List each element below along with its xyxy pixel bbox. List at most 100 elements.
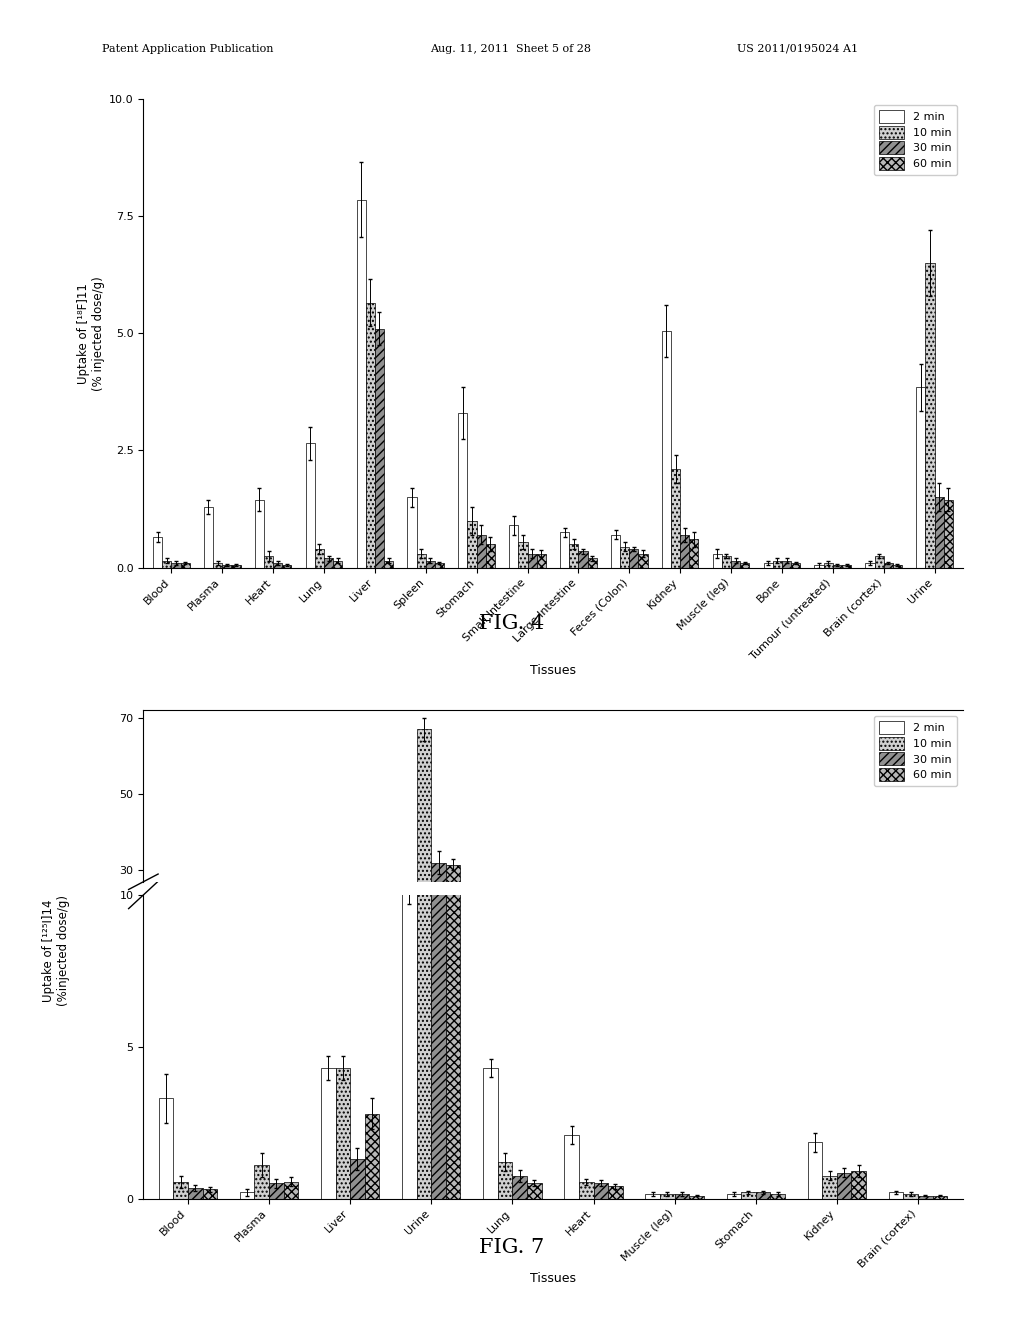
Bar (255, 981, 269, 985)
Bar (933, 1196, 947, 1199)
Text: Aug. 11, 2011  Sheet 5 of 28: Aug. 11, 2011 Sheet 5 of 28 (430, 44, 591, 54)
Bar (459, 413, 468, 568)
Bar (579, 552, 588, 568)
Bar (204, 507, 213, 568)
Bar (171, 562, 180, 568)
Bar (284, 982, 298, 985)
Bar (675, 1195, 689, 1199)
Bar (808, 978, 822, 985)
Bar (621, 546, 630, 568)
Bar (417, 729, 431, 985)
Bar (764, 562, 773, 568)
Bar (402, 946, 417, 985)
Bar (918, 1196, 933, 1199)
Bar (476, 535, 485, 568)
Bar (350, 1159, 365, 1199)
Bar (350, 979, 365, 985)
Bar (173, 982, 188, 985)
Bar (731, 561, 740, 568)
Bar (689, 540, 698, 568)
Bar (527, 553, 537, 568)
Text: Uptake of [¹²⁵I]14
(%injected dose/g): Uptake of [¹²⁵I]14 (%injected dose/g) (42, 895, 71, 1006)
Bar (483, 969, 498, 985)
Bar (893, 565, 902, 568)
Bar (865, 562, 874, 568)
Bar (321, 1068, 336, 1199)
Bar (365, 1114, 379, 1199)
Bar (874, 556, 884, 568)
Bar (213, 562, 222, 568)
Bar (594, 983, 608, 985)
Bar (159, 972, 173, 985)
Bar (935, 498, 944, 568)
Bar (445, 865, 461, 985)
Bar (569, 544, 579, 568)
Bar (537, 553, 546, 568)
Bar (269, 1183, 284, 1199)
Bar (284, 1181, 298, 1199)
Bar (889, 1192, 903, 1199)
Bar (833, 565, 842, 568)
Bar (851, 981, 866, 985)
Legend: 2 min, 10 min, 30 min, 60 min: 2 min, 10 min, 30 min, 60 min (873, 715, 957, 787)
Bar (336, 969, 350, 985)
Bar (431, 863, 445, 985)
Bar (926, 263, 935, 568)
Bar (823, 562, 833, 568)
Bar (645, 1195, 660, 1199)
Bar (842, 565, 851, 568)
Bar (662, 331, 671, 568)
Bar (321, 969, 336, 985)
Bar (498, 1162, 512, 1199)
Bar (740, 562, 750, 568)
Bar (426, 561, 435, 568)
Bar (159, 1098, 173, 1199)
Legend: 2 min, 10 min, 30 min, 60 min: 2 min, 10 min, 30 min, 60 min (873, 104, 957, 176)
Text: FIG. 7: FIG. 7 (479, 1238, 545, 1257)
Bar (713, 553, 722, 568)
Bar (509, 525, 518, 568)
Bar (431, 227, 445, 1199)
Text: FIG. 4: FIG. 4 (479, 614, 545, 632)
Bar (660, 1195, 675, 1199)
Bar (231, 565, 241, 568)
X-axis label: Tissues: Tissues (530, 664, 575, 677)
Bar (808, 1142, 822, 1199)
Bar (512, 982, 527, 985)
Bar (417, 553, 426, 568)
Bar (162, 561, 171, 568)
X-axis label: Tissues: Tissues (530, 1272, 575, 1286)
Bar (560, 532, 569, 568)
Bar (445, 242, 461, 1199)
Bar (153, 537, 162, 568)
Bar (611, 535, 621, 568)
Text: US 2011/0195024 A1: US 2011/0195024 A1 (737, 44, 858, 54)
Bar (366, 302, 375, 568)
Bar (822, 982, 837, 985)
Bar (255, 500, 264, 568)
Bar (851, 1171, 866, 1199)
Bar (822, 1176, 837, 1199)
Bar (222, 565, 231, 568)
Bar (756, 1192, 770, 1199)
Bar (485, 544, 495, 568)
Bar (792, 562, 800, 568)
Bar (356, 199, 366, 568)
Bar (608, 1187, 623, 1199)
Bar (814, 565, 823, 568)
Bar (903, 1195, 918, 1199)
Bar (944, 500, 953, 568)
Bar (408, 498, 417, 568)
Text: Patent Application Publication: Patent Application Publication (102, 44, 273, 54)
Bar (782, 561, 792, 568)
Bar (564, 977, 579, 985)
Bar (324, 558, 333, 568)
Bar (638, 553, 647, 568)
Bar (188, 1188, 203, 1199)
Bar (773, 561, 782, 568)
Bar (269, 983, 284, 985)
Bar (402, 888, 417, 1199)
Bar (594, 1183, 608, 1199)
Bar (203, 1189, 217, 1199)
Bar (608, 983, 623, 985)
